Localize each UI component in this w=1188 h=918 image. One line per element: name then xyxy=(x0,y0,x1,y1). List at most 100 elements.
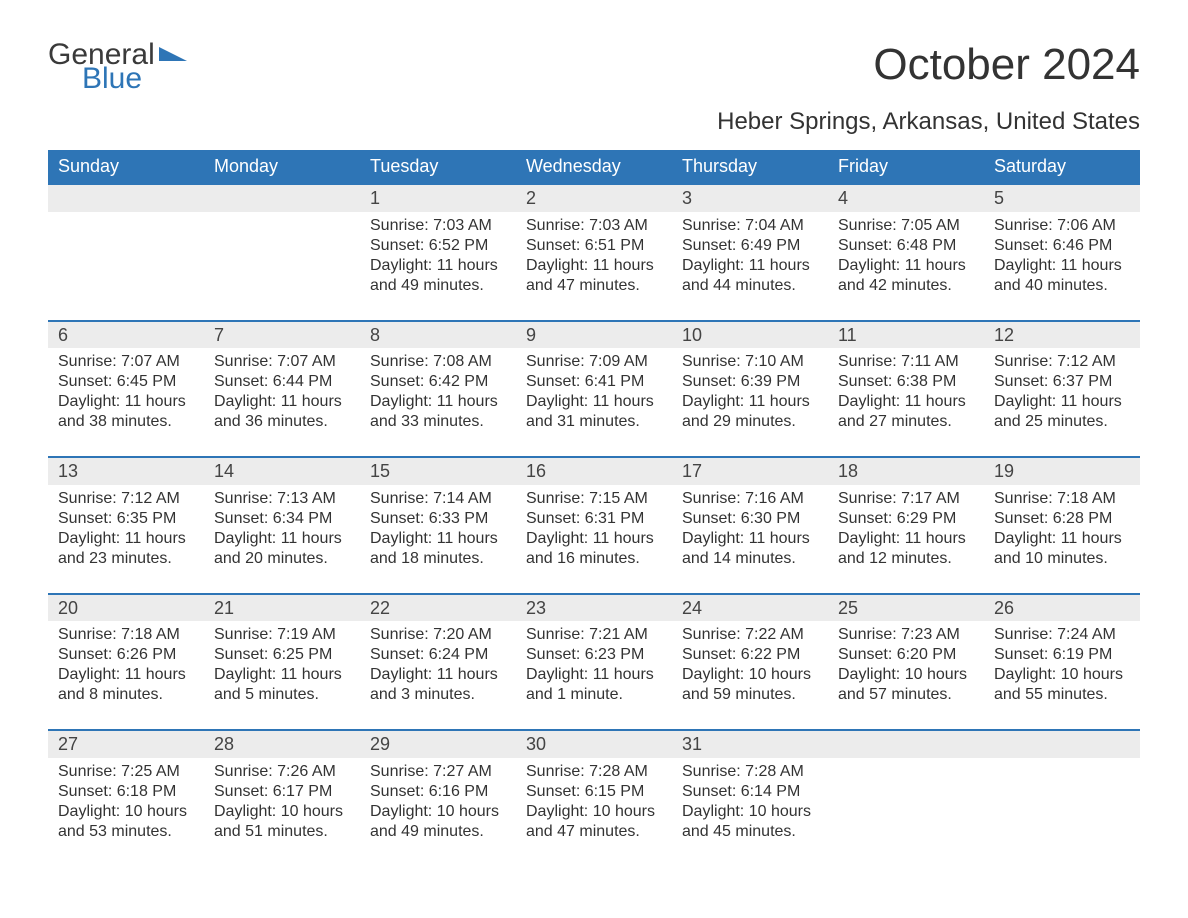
sunset-text: Sunset: 6:22 PM xyxy=(682,645,818,665)
sunrise-text: Sunrise: 7:27 AM xyxy=(370,762,506,782)
calendar-cell: 7 Sunrise: 7:07 AMSunset: 6:44 PMDaylight… xyxy=(204,320,360,457)
sunrise-text: Sunrise: 7:28 AM xyxy=(682,762,818,782)
day-number: 18 xyxy=(828,456,984,485)
sunrise-text: Sunrise: 7:19 AM xyxy=(214,625,350,645)
brand-logo: General Blue xyxy=(48,40,187,94)
calendar-cell: 6Sunrise: 7:07 AMSunset: 6:45 PMDaylight… xyxy=(48,320,204,457)
sunrise-text: Sunrise: 7:03 AM xyxy=(370,216,506,236)
daylight-text: Daylight: 11 hours and 18 minutes. xyxy=(370,529,506,569)
sunset-text: Sunset: 6:15 PM xyxy=(526,782,662,802)
sunset-text: Sunset: 6:24 PM xyxy=(370,645,506,665)
day-number: 6 xyxy=(48,320,204,349)
day-number: 31 xyxy=(672,729,828,758)
daylight-text: Daylight: 11 hours and 10 minutes. xyxy=(994,529,1130,569)
sunrise-text: Sunrise: 7:23 AM xyxy=(838,625,974,645)
sunset-text: Sunset: 6:51 PM xyxy=(526,236,662,256)
day-number: 22 xyxy=(360,593,516,622)
sunset-text: Sunset: 6:29 PM xyxy=(838,509,974,529)
day-number: 15 xyxy=(360,456,516,485)
daylight-text: Daylight: 10 hours and 59 minutes. xyxy=(682,665,818,705)
day-number: 19 xyxy=(984,456,1140,485)
sunset-text: Sunset: 6:31 PM xyxy=(526,509,662,529)
sunrise-text: Sunrise: 7:15 AM xyxy=(526,489,662,509)
sunrise-text: Sunrise: 7:18 AM xyxy=(994,489,1130,509)
sunset-text: Sunset: 6:44 PM xyxy=(214,372,350,392)
calendar-cell: 8Sunrise: 7:08 AMSunset: 6:42 PMDaylight… xyxy=(360,320,516,457)
sunrise-text: Sunrise: 7:21 AM xyxy=(526,625,662,645)
title-block: October 2024 Heber Springs, Arkansas, Un… xyxy=(717,40,1140,136)
daylight-text: Daylight: 11 hours and 36 minutes. xyxy=(214,392,350,432)
calendar-cell: 24Sunrise: 7:22 AMSunset: 6:22 PMDayligh… xyxy=(672,593,828,730)
sunrise-text: Sunrise: 7:13 AM xyxy=(214,489,350,509)
day-number: 7 xyxy=(204,320,360,349)
sunrise-text: Sunrise: 7:04 AM xyxy=(682,216,818,236)
calendar-cell: 15 Sunrise: 7:14 AMSunset: 6:33 PMDayligh… xyxy=(360,456,516,593)
daylight-text: Daylight: 11 hours and 49 minutes. xyxy=(370,256,506,296)
sunset-text: Sunset: 6:39 PM xyxy=(682,372,818,392)
day-number: 26 xyxy=(984,593,1140,622)
day-number: 1 xyxy=(360,183,516,212)
logo-flag-icon xyxy=(159,47,187,61)
day-number: 9 xyxy=(516,320,672,349)
daylight-text: Daylight: 11 hours and 31 minutes. xyxy=(526,392,662,432)
sunrise-text: Sunrise: 7:16 AM xyxy=(682,489,818,509)
calendar-cell: 5Sunrise: 7:06 AMSunset: 6:46 PMDaylight… xyxy=(984,183,1140,320)
sunset-text: Sunset: 6:33 PM xyxy=(370,509,506,529)
calendar-cell: 30Sunrise: 7:28 AMSunset: 6:15 PMDayligh… xyxy=(516,729,672,866)
day-header: Friday xyxy=(828,150,984,183)
sunrise-text: Sunrise: 7:14 AM xyxy=(370,489,506,509)
sunset-text: Sunset: 6:38 PM xyxy=(838,372,974,392)
day-header: Tuesday xyxy=(360,150,516,183)
daylight-text: Daylight: 11 hours and 3 minutes. xyxy=(370,665,506,705)
calendar-cell: 12Sunrise: 7:12 AMSunset: 6:37 PMDayligh… xyxy=(984,320,1140,457)
day-number: 25 xyxy=(828,593,984,622)
daylight-text: Daylight: 10 hours and 45 minutes. xyxy=(682,802,818,842)
daylight-text: Daylight: 11 hours and 38 minutes. xyxy=(58,392,194,432)
day-number: 5 xyxy=(984,183,1140,212)
sunset-text: Sunset: 6:41 PM xyxy=(526,372,662,392)
location-subtitle: Heber Springs, Arkansas, United States xyxy=(717,108,1140,136)
daylight-text: Daylight: 11 hours and 33 minutes. xyxy=(370,392,506,432)
sunrise-text: Sunrise: 7:12 AM xyxy=(994,352,1130,372)
sunrise-text: Sunrise: 7:09 AM xyxy=(526,352,662,372)
sunrise-text: Sunrise: 7:03 AM xyxy=(526,216,662,236)
calendar-cell: 19Sunrise: 7:18 AMSunset: 6:28 PMDayligh… xyxy=(984,456,1140,593)
sunrise-text: Sunrise: 7:17 AM xyxy=(838,489,974,509)
day-header: Sunday xyxy=(48,150,204,183)
sunset-text: Sunset: 6:34 PM xyxy=(214,509,350,529)
calendar-cell: 27Sunrise: 7:25 AMSunset: 6:18 PMDayligh… xyxy=(48,729,204,866)
sunrise-text: Sunrise: 7:07 AM xyxy=(58,352,194,372)
sunrise-text: Sunrise: 7:10 AM xyxy=(682,352,818,372)
calendar-cell: 26Sunrise: 7:24 AMSunset: 6:19 PMDayligh… xyxy=(984,593,1140,730)
daylight-text: Daylight: 10 hours and 47 minutes. xyxy=(526,802,662,842)
daylight-text: Daylight: 11 hours and 8 minutes. xyxy=(58,665,194,705)
daylight-text: Daylight: 11 hours and 14 minutes. xyxy=(682,529,818,569)
sunrise-text: Sunrise: 7:05 AM xyxy=(838,216,974,236)
sunset-text: Sunset: 6:42 PM xyxy=(370,372,506,392)
calendar-cell: . xyxy=(984,729,1140,866)
daylight-text: Daylight: 10 hours and 53 minutes. xyxy=(58,802,194,842)
day-header: Saturday xyxy=(984,150,1140,183)
day-number: . xyxy=(204,183,360,212)
sunrise-text: Sunrise: 7:12 AM xyxy=(58,489,194,509)
calendar-cell: 9 Sunrise: 7:09 AMSunset: 6:41 PMDaylight… xyxy=(516,320,672,457)
day-number: 30 xyxy=(516,729,672,758)
calendar-cell: 10Sunrise: 7:10 AMSunset: 6:39 PMDayligh… xyxy=(672,320,828,457)
day-number: 11 xyxy=(828,320,984,349)
day-number: 3 xyxy=(672,183,828,212)
daylight-text: Daylight: 10 hours and 51 minutes. xyxy=(214,802,350,842)
sunset-text: Sunset: 6:23 PM xyxy=(526,645,662,665)
daylight-text: Daylight: 11 hours and 40 minutes. xyxy=(994,256,1130,296)
sunrise-text: Sunrise: 7:07 AM xyxy=(214,352,350,372)
sunset-text: Sunset: 6:26 PM xyxy=(58,645,194,665)
day-number: 16 xyxy=(516,456,672,485)
calendar-cell: 11Sunrise: 7:11 AMSunset: 6:38 PMDayligh… xyxy=(828,320,984,457)
sunset-text: Sunset: 6:20 PM xyxy=(838,645,974,665)
sunrise-text: Sunrise: 7:24 AM xyxy=(994,625,1130,645)
day-number: 27 xyxy=(48,729,204,758)
sunset-text: Sunset: 6:48 PM xyxy=(838,236,974,256)
day-header: Thursday xyxy=(672,150,828,183)
daylight-text: Daylight: 11 hours and 23 minutes. xyxy=(58,529,194,569)
day-number: 21 xyxy=(204,593,360,622)
sunrise-text: Sunrise: 7:08 AM xyxy=(370,352,506,372)
